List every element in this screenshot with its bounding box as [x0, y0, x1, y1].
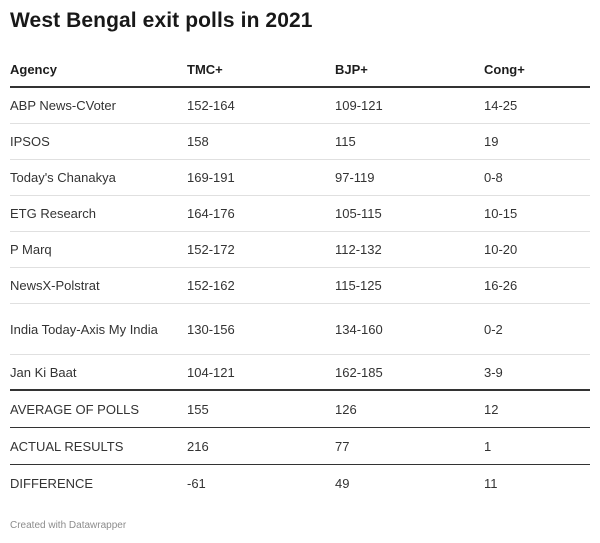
cong-cell: 14-25 — [484, 98, 518, 113]
table-row: Jan Ki Baat 104-121 162-185 3-9 — [10, 355, 590, 391]
bjp-cell: 77 — [335, 438, 350, 454]
agency-cell: ETG Research — [10, 206, 96, 221]
agency-cell: P Marq — [10, 242, 52, 257]
summary-label: DIFFERENCE — [10, 476, 94, 491]
agency-cell: ABP News-CVoter — [10, 98, 116, 113]
cong-cell: 11 — [484, 476, 498, 491]
summary-row-average: AVERAGE OF POLLS 155 126 12 — [10, 391, 590, 428]
header-tmc: TMC+ — [187, 61, 223, 77]
cong-cell: 16-26 — [484, 278, 518, 293]
bjp-cell: 115-125 — [335, 278, 382, 293]
tmc-cell: 152-164 — [187, 98, 235, 113]
cong-cell: 19 — [484, 134, 499, 149]
cong-cell: 0-8 — [484, 170, 503, 185]
table-row: NewsX-Polstrat 152-162 115-125 16-26 — [10, 268, 590, 304]
table-row: ETG Research 164-176 105-115 10-15 — [10, 196, 590, 232]
table-header-row: Agency TMC+ BJP+ Cong+ — [10, 52, 590, 88]
summary-row-difference: DIFFERENCE -61 49 11 — [10, 465, 590, 502]
table-row: ABP News-CVoter 152-164 109-121 14-25 — [10, 88, 590, 124]
header-agency: Agency — [10, 61, 57, 77]
cong-cell: 12 — [484, 401, 499, 417]
table-row: Today's Chanakya 169-191 97-119 0-8 — [10, 160, 590, 196]
cong-cell: 1 — [484, 438, 492, 454]
exit-polls-table: Agency TMC+ BJP+ Cong+ ABP News-CVoter 1… — [10, 52, 590, 502]
summary-row-actual: ACTUAL RESULTS 216 77 1 — [10, 428, 590, 465]
tmc-cell: 155 — [187, 401, 209, 417]
bjp-cell: 105-115 — [335, 206, 382, 221]
bjp-cell: 162-185 — [335, 364, 383, 380]
bjp-cell: 134-160 — [335, 321, 383, 337]
header-cong: Cong+ — [484, 61, 525, 77]
bjp-cell: 112-132 — [335, 242, 382, 257]
tmc-cell: 130-156 — [187, 321, 235, 337]
cong-cell: 10-15 — [484, 206, 518, 221]
bjp-cell: 115 — [335, 134, 356, 149]
tmc-cell: 216 — [187, 438, 209, 454]
agency-cell: Today's Chanakya — [10, 170, 116, 185]
tmc-cell: 104-121 — [187, 364, 235, 380]
cong-cell: 3-9 — [484, 364, 503, 380]
agency-cell: Jan Ki Baat — [10, 364, 77, 380]
tmc-cell: 152-172 — [187, 242, 235, 257]
tmc-cell: 152-162 — [187, 278, 235, 293]
tmc-cell: -61 — [187, 476, 206, 491]
bjp-cell: 97-119 — [335, 170, 375, 185]
cong-cell: 10-20 — [484, 242, 518, 257]
bjp-cell: 109-121 — [335, 98, 383, 113]
table-title: West Bengal exit polls in 2021 — [10, 9, 313, 32]
bjp-cell: 126 — [335, 401, 357, 417]
table-row: P Marq 152-172 112-132 10-20 — [10, 232, 590, 268]
agency-cell: IPSOS — [10, 134, 50, 149]
tmc-cell: 169-191 — [187, 170, 235, 185]
agency-cell: India Today-Axis My India — [10, 321, 158, 337]
bjp-cell: 49 — [335, 476, 350, 491]
header-bjp: BJP+ — [335, 61, 368, 77]
cong-cell: 0-2 — [484, 321, 503, 337]
summary-label: AVERAGE OF POLLS — [10, 401, 140, 417]
table-row: India Today-Axis My India 130-156 134-16… — [10, 304, 590, 355]
agency-cell: NewsX-Polstrat — [10, 278, 100, 293]
table-row: IPSOS 158 115 19 — [10, 124, 590, 160]
tmc-cell: 164-176 — [187, 206, 235, 221]
datawrapper-credit: Created with Datawrapper — [10, 520, 127, 531]
summary-label: ACTUAL RESULTS — [10, 438, 124, 454]
tmc-cell: 158 — [187, 134, 209, 149]
